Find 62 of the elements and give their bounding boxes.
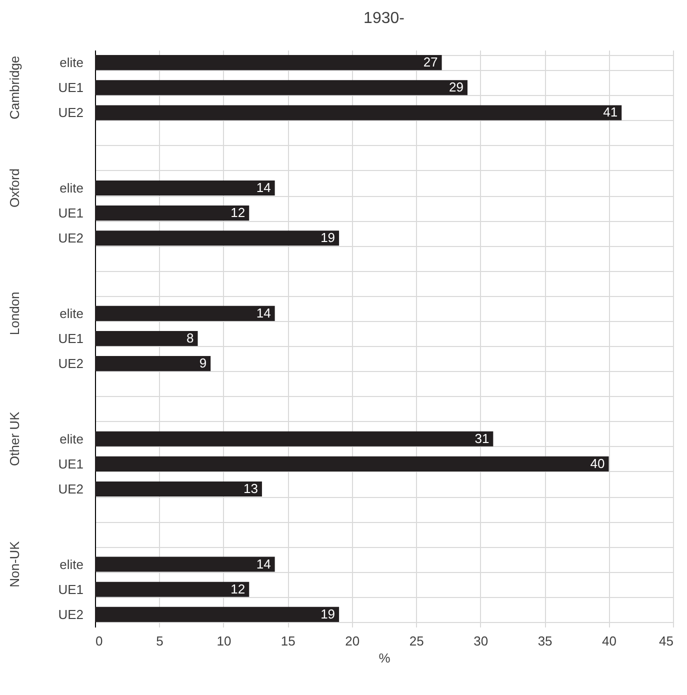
bar [95,431,494,446]
data-label: 14 [256,556,271,572]
x-tick-label: 35 [538,634,552,648]
x-tick-label: 0 [96,634,103,648]
y-tick-label: UE2 [58,606,84,622]
bar [95,180,275,196]
x-axis-title: % [378,650,391,666]
y-tick-label: elite [60,431,84,446]
data-label: 14 [256,180,271,195]
bar [95,582,250,597]
y-tick-label: elite [60,55,84,70]
y-tick-label: UE2 [58,105,84,120]
bar [95,230,340,246]
bar [95,80,468,96]
y-tick-label: elite [60,556,84,572]
data-label: 19 [320,606,336,622]
data-label: 13 [244,481,258,496]
bar [95,606,340,622]
y-tick-label: UE1 [58,206,84,221]
y-tick-label: UE1 [58,80,84,96]
y-tick-label: UE1 [58,582,84,597]
x-tick-label: 40 [602,634,617,648]
y-tick-label: elite [60,180,84,196]
data-label: 41 [603,104,618,120]
text: Non-UK [7,540,22,588]
text: Cambridge [7,56,22,120]
data-label: 19 [320,230,336,246]
x-tick-label: 30 [474,634,488,648]
x-tick-label: 15 [280,634,296,648]
data-label: 12 [230,581,246,596]
data-label: 29 [449,80,464,95]
data-label: 40 [590,456,605,471]
data-label: 8 [186,330,194,346]
bar [95,55,442,70]
y-tick-label: UE2 [58,356,84,372]
data-label: 14 [256,305,271,320]
text: Other UK [7,411,22,466]
x-tick-label: 20 [345,634,360,648]
bar [95,330,198,346]
bar [95,556,275,572]
text: London [7,292,22,336]
text: Oxford [7,168,22,208]
bar [95,105,622,120]
bar [95,481,262,497]
bar [95,456,609,472]
x-tick-label: 10 [216,634,232,648]
y-tick-label: UE2 [58,482,84,497]
x-tick-label: 25 [409,634,424,648]
data-label: 27 [423,54,438,70]
bar [95,356,211,372]
y-tick-label: UE2 [58,230,84,246]
bar [95,306,275,321]
x-tick-label: 45 [659,634,674,648]
data-label: 9 [199,356,207,371]
bar [95,206,250,221]
y-tick-label: elite [60,306,84,321]
data-label: 12 [230,205,246,220]
x-tick-label: 5 [156,634,164,648]
y-tick-label: UE1 [58,331,84,346]
chart-title: 1930- [364,10,404,27]
y-tick-label: UE1 [58,456,84,472]
data-label: 31 [474,430,490,446]
